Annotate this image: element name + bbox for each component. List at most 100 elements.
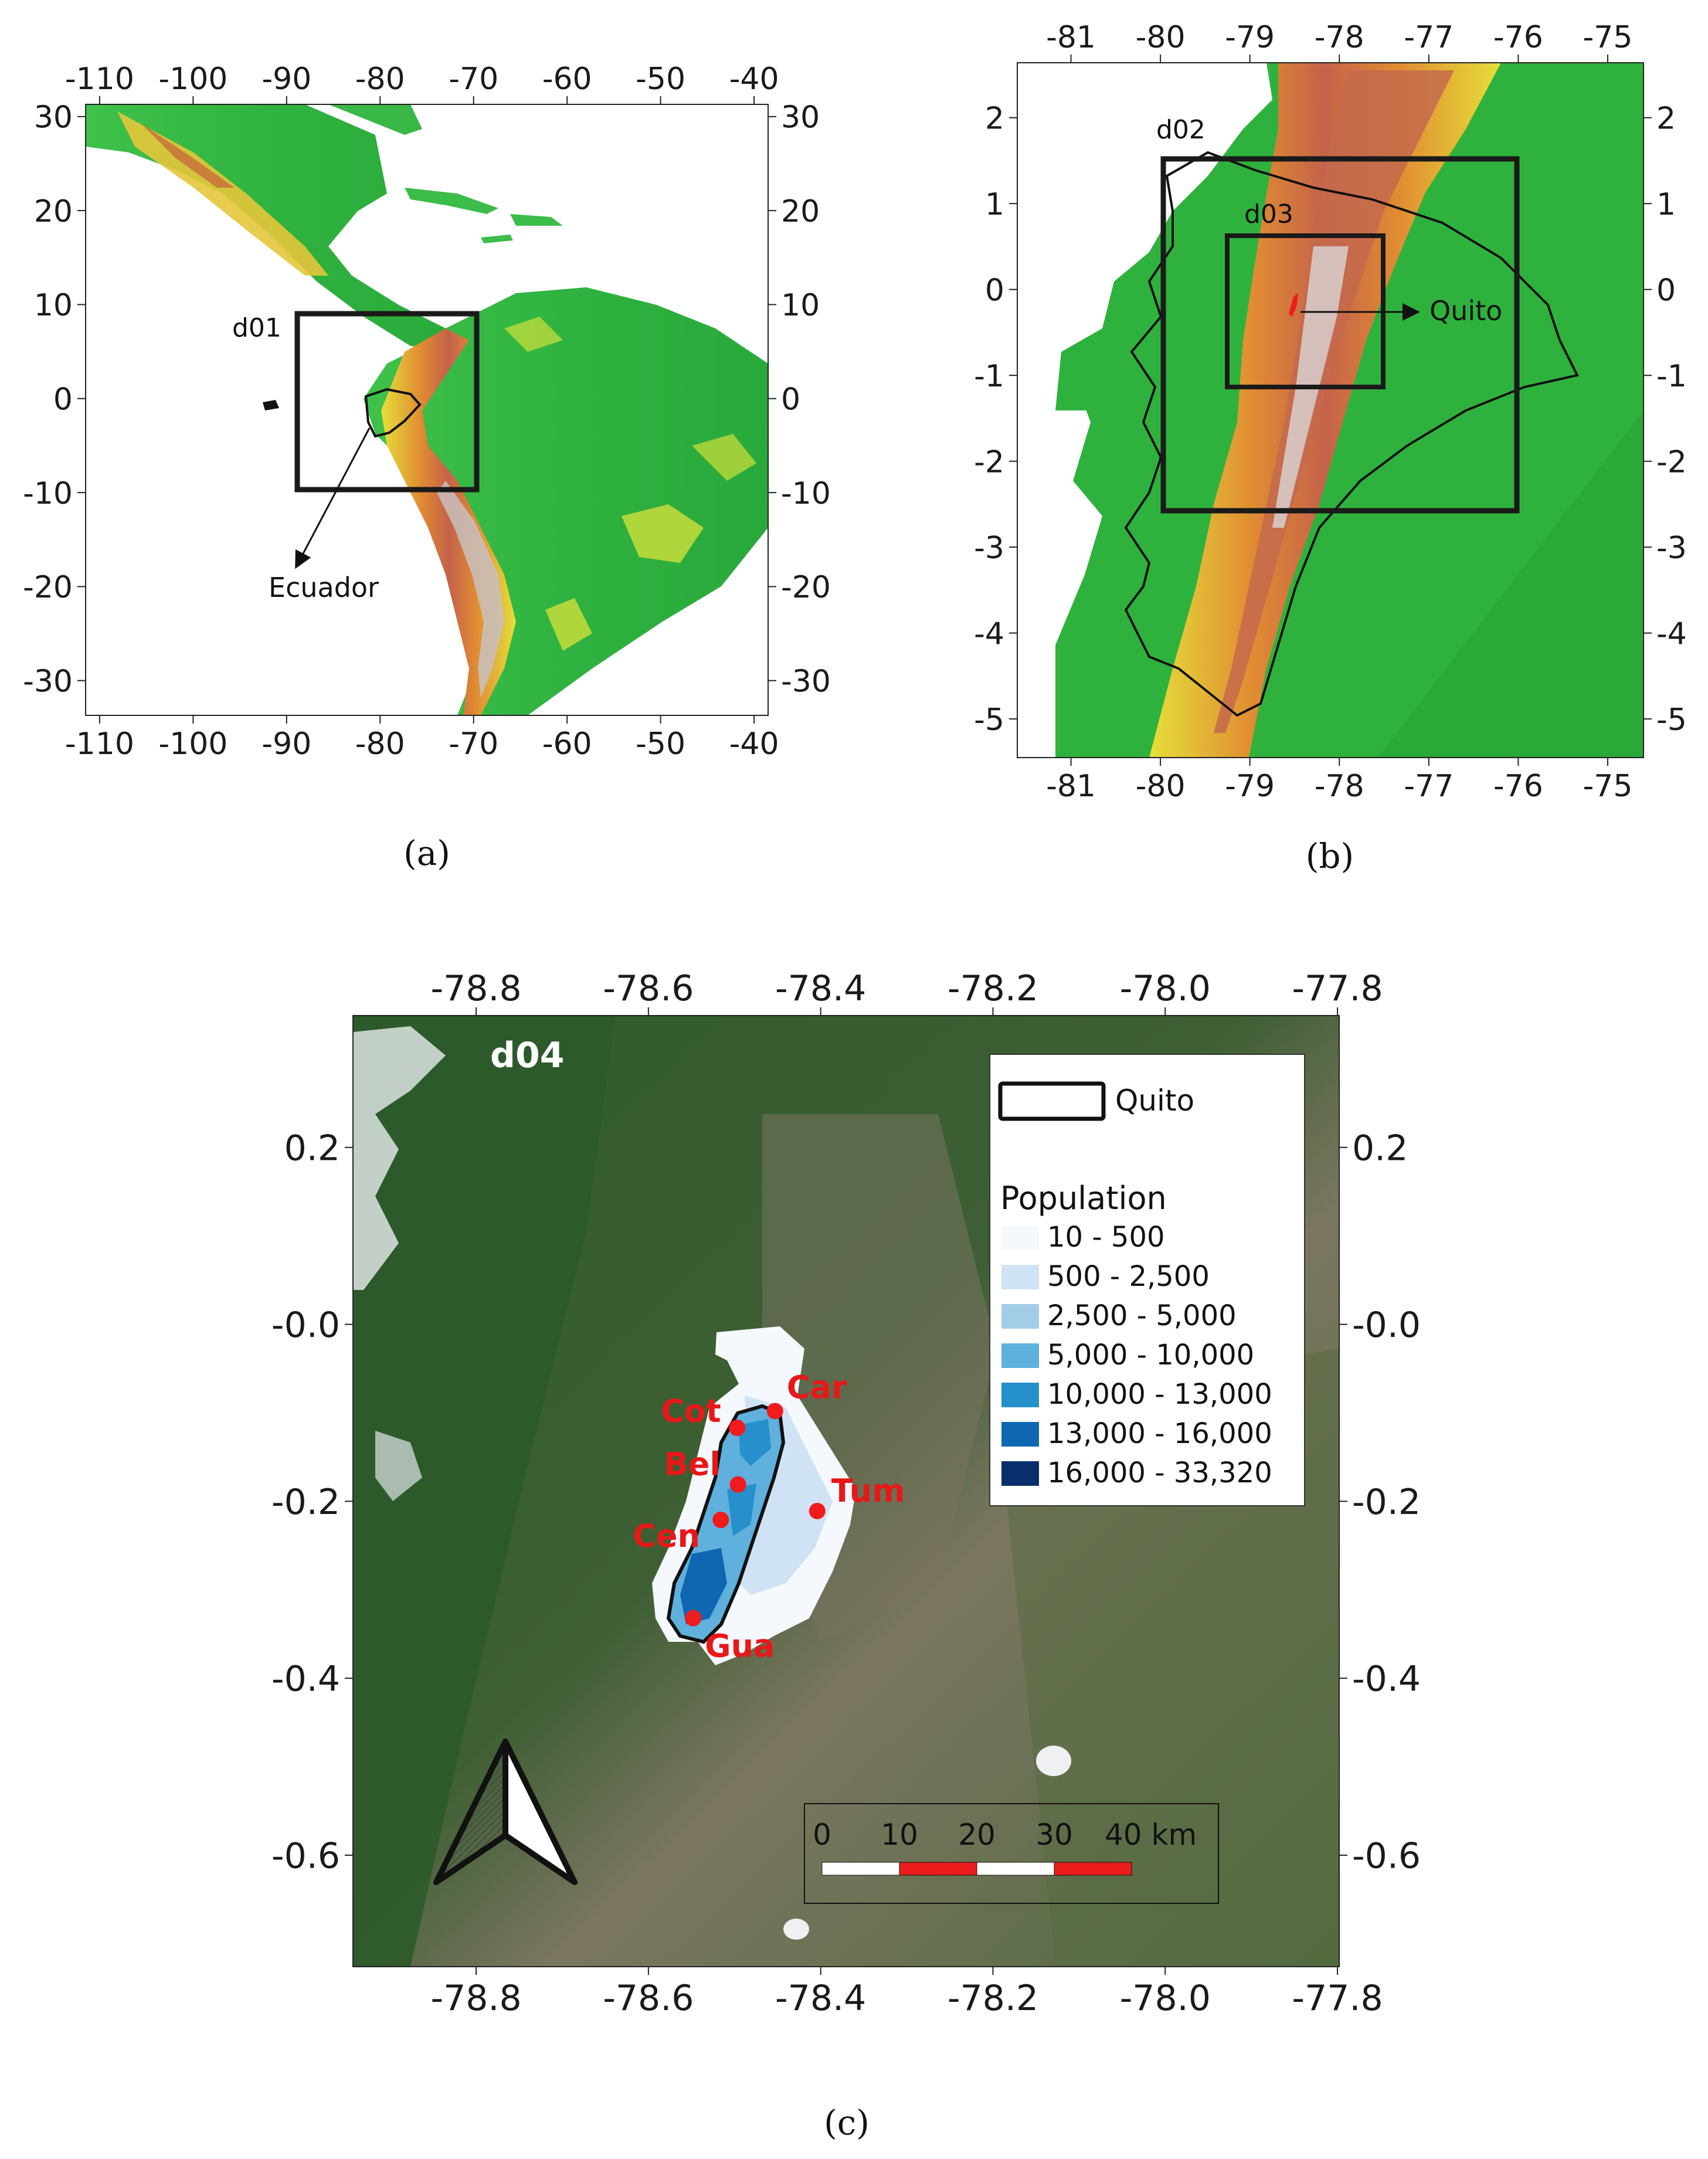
panel-c-ytick-right-2: -0.2: [1352, 1482, 1421, 1523]
panel-c-xtick-top-3: -78.2: [948, 968, 1038, 1009]
legend-class-label-4: 10,000 - 13,000: [1047, 1378, 1272, 1411]
legend-class-label-3: 5,000 - 10,000: [1047, 1339, 1254, 1372]
panel-b-xtick-top-5: -76: [1493, 20, 1543, 55]
panel-b-ytick-right-1: 1: [1656, 187, 1676, 222]
panel-a-ytick-left-1: 20: [34, 194, 73, 229]
panel-b-ytick-right-0: 2: [1656, 101, 1676, 136]
panel-b-xtick-bottom-2: -79: [1225, 769, 1275, 804]
panel-a-xtick-top-0: -110: [65, 62, 134, 97]
ecuador-outline: [364, 388, 422, 438]
panel-a-frame: [85, 104, 769, 716]
panel-b-caption: (b): [1306, 836, 1354, 876]
panel-a-ytick-right-2: 10: [781, 288, 820, 323]
panel-a-xtick-bottom-6: -50: [636, 727, 685, 762]
panel-b-ytick-left-3: -1: [974, 359, 1004, 394]
panel-a-xtick-bottom-0: -110: [65, 727, 134, 762]
station-label-car: Car: [787, 1369, 847, 1406]
north-arrow: [433, 1739, 578, 1885]
panel-b-xtick-top-3: -78: [1315, 20, 1364, 55]
station-dot-car: [766, 1403, 783, 1420]
station-dot-cen: [712, 1512, 729, 1529]
panel-a-ytick-left-0: 30: [34, 100, 73, 135]
panel-a-xtick-top-1: -100: [158, 62, 227, 97]
panel-b-ytick-left-7: -5: [974, 702, 1004, 738]
panel-a-ytick-right-0: 30: [781, 100, 820, 135]
panel-b-ytick-right-5: -3: [1656, 531, 1687, 566]
station-dot-cot: [729, 1420, 746, 1437]
panel-a-xtick-bottom-3: -80: [355, 727, 405, 762]
panel-a-xtick-bottom-4: -70: [449, 727, 498, 762]
panel-a-ytick-right-6: -30: [781, 664, 831, 699]
panel-c-ytick-right-0: 0.2: [1352, 1128, 1408, 1169]
panel-b-xtick-bottom-0: -81: [1046, 769, 1096, 804]
panel-a-ytick-left-2: 10: [34, 288, 73, 323]
panel-c-ytick-left-3: -0.4: [271, 1659, 340, 1700]
panel-c-ytick-right-4: -0.6: [1352, 1835, 1421, 1876]
north-arrow-right-half: [502, 1739, 578, 1885]
panel-b-ytick-left-0: 2: [985, 101, 1004, 136]
scale-bar: 0 10 20 30 40 km: [804, 1803, 1219, 1904]
d04-label: d04: [490, 1035, 564, 1076]
legend-title: Population: [1000, 1180, 1167, 1217]
panel-b-xtick-bottom-4: -77: [1404, 769, 1454, 804]
legend-swatch-2: [1001, 1304, 1039, 1329]
panel-b-ytick-left-1: 1: [985, 187, 1004, 222]
panel-a-caption: (a): [403, 833, 450, 873]
legend-swatch-1: [1001, 1265, 1039, 1289]
legend-class-label-6: 16,000 - 33,320: [1047, 1457, 1272, 1489]
panel-a-ytick-right-5: -20: [781, 570, 831, 605]
panel-c-xtick-top-4: -78.0: [1120, 968, 1211, 1009]
ecuador-label: Ecuador: [269, 572, 379, 603]
panel-c-ytick-left-2: -0.2: [271, 1482, 340, 1523]
panel-a-ytick-left-3: 0: [53, 382, 73, 417]
scale-label-3: 30: [1035, 1818, 1073, 1852]
panel-b-elevation-map: [1017, 63, 1644, 758]
panel-c-xtick-bottom-2: -78.4: [775, 1978, 866, 2019]
panel-c-xtick-bottom-1: -78.6: [603, 1978, 694, 2019]
panel-c-xtick-top-0: -78.8: [430, 968, 521, 1009]
legend-swatch-0: [1001, 1226, 1039, 1250]
panel-c-xtick-top-1: -78.6: [603, 968, 694, 1009]
ecuador-outline-b: [1124, 151, 1579, 717]
panel-a: d01 Ecuador -110-110-100-100-90-90-80-80…: [23, 62, 831, 873]
panel-a-xtick-bottom-5: -60: [542, 727, 592, 762]
legend-class-label-1: 500 - 2,500: [1047, 1260, 1210, 1293]
panel-b-ytick-left-4: -2: [974, 444, 1004, 480]
panel-c-axis-ticks: -78.8 -78.8 -78.6 -78.6 -78.4 -78.4 -78.2 -78.2…: [271, 968, 1421, 2019]
ecuador-arrow: [295, 427, 371, 569]
legend-class-label-5: 13,000 - 16,000: [1047, 1417, 1272, 1450]
panel-b-ytick-left-5: -3: [974, 531, 1004, 566]
panel-b-ytick-right-7: -5: [1656, 702, 1687, 738]
d02-label: d02: [1156, 115, 1206, 145]
station-dot-bel: [729, 1476, 746, 1493]
legend-swatch-6: [1001, 1461, 1039, 1486]
legend-quito-swatch: [998, 1081, 1106, 1121]
panel-c-xtick-bottom-5: -77.8: [1292, 1978, 1383, 2019]
panel-c-xtick-top-5: -77.8: [1292, 968, 1383, 1009]
panel-a-xtick-top-4: -70: [449, 62, 498, 97]
panel-c-xtick-top-2: -78.4: [775, 968, 866, 1009]
legend-class-label-2: 2,500 - 5,000: [1047, 1299, 1237, 1332]
panel-b-xtick-bottom-1: -80: [1136, 769, 1186, 804]
panel-b-xtick-top-0: -81: [1046, 20, 1096, 55]
panel-a-xtick-top-6: -50: [636, 62, 685, 97]
d01-domain-box: [294, 311, 480, 493]
panel-a-ytick-left-5: -20: [23, 570, 73, 605]
panel-b-frame: [1017, 62, 1644, 758]
station-label-cen: Cen: [633, 1518, 700, 1554]
scale-label-2: 20: [958, 1818, 996, 1852]
legend-classes: 10 - 500 500 - 2,500 2,500 - 5,000 5,000 - …: [1001, 1221, 1272, 1489]
panel-a-xtick-top-2: -90: [262, 62, 311, 97]
station-markers: Cot Car Bel Tum Cen Gua: [633, 1369, 905, 1664]
panel-b-xtick-top-1: -80: [1136, 20, 1186, 55]
station-label-bel: Bel: [664, 1446, 721, 1483]
legend-swatch-4: [1001, 1383, 1039, 1407]
panel-b-xtick-top-6: -75: [1583, 20, 1633, 55]
panel-a-xtick-bottom-7: -40: [729, 727, 779, 762]
panel-b-ytick-left-6: -4: [974, 616, 1004, 651]
panel-b-ytick-right-2: 0: [1656, 273, 1676, 308]
population-legend: Quito Population 10 - 500 500 - 2,500 2,50…: [989, 1054, 1305, 1506]
legend-class-label-0: 10 - 500: [1047, 1221, 1165, 1254]
panel-b-xtick-bottom-6: -75: [1583, 769, 1633, 804]
panel-c-ytick-left-4: -0.6: [271, 1835, 340, 1876]
